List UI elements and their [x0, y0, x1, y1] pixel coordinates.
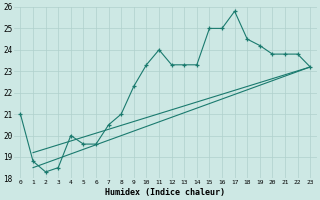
X-axis label: Humidex (Indice chaleur): Humidex (Indice chaleur) [105, 188, 225, 197]
